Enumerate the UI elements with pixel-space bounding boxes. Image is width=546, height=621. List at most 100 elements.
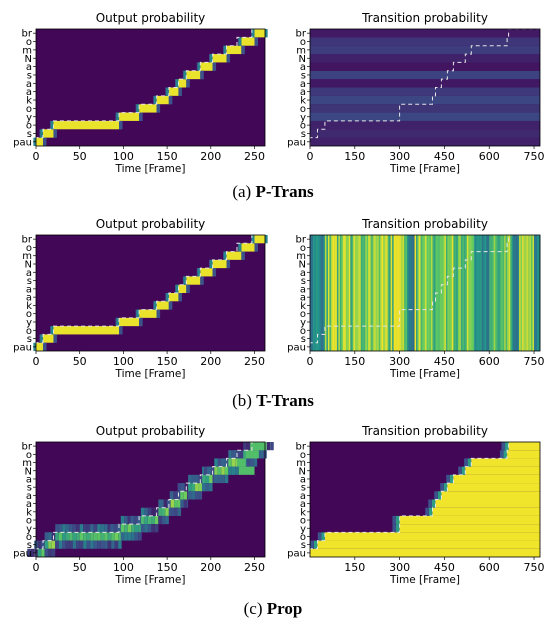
column-stripe xyxy=(312,235,315,351)
diffuse-cell xyxy=(154,515,159,525)
y-tick-label: y xyxy=(26,318,32,329)
stair-edge xyxy=(503,450,508,459)
column-stripe xyxy=(534,235,536,351)
diffuse-cell xyxy=(44,532,49,541)
diffuse-cell xyxy=(209,474,213,484)
column-stripe xyxy=(499,235,502,351)
column-stripe xyxy=(511,235,514,351)
column-stripe xyxy=(517,235,520,351)
x-tick-label: 200 xyxy=(200,561,221,574)
x-tick-label: 150 xyxy=(344,150,365,163)
x-tick-label: 0 xyxy=(33,150,40,163)
column-stripe xyxy=(480,235,483,351)
column-stripe xyxy=(360,235,363,351)
y-tick-label: a xyxy=(300,474,306,485)
column-stripe xyxy=(526,235,529,351)
column-stripe xyxy=(481,235,484,351)
diffuse-cell xyxy=(198,483,203,492)
y-tick-label: a xyxy=(300,284,306,295)
highlight-spill xyxy=(42,137,47,146)
column-stripe xyxy=(310,235,312,351)
chart-b-right: Transition probabilitypausoyokaasaNmobr0… xyxy=(287,217,544,380)
diffuse-cell xyxy=(151,507,155,516)
highlight-cell xyxy=(36,137,43,146)
column-stripe xyxy=(465,235,468,351)
highlight-edge xyxy=(154,95,157,105)
diffuse-cell xyxy=(245,442,250,451)
column-stripe xyxy=(475,235,478,351)
column-stripe xyxy=(386,235,388,351)
y-tick-label: m xyxy=(296,45,306,56)
diffuse-spill xyxy=(55,540,59,549)
diffuse-spill xyxy=(93,524,98,533)
column-stripe xyxy=(505,235,508,351)
highlight-spill xyxy=(139,112,143,121)
diffuse-spill xyxy=(76,524,80,533)
diffuse-cell xyxy=(27,548,31,557)
column-stripe xyxy=(471,235,474,351)
y-tick-label: o xyxy=(26,450,32,461)
diffuse-cell xyxy=(58,532,63,541)
diffuse-cell xyxy=(154,507,159,516)
diffuse-cell xyxy=(69,532,73,541)
diffuse-spill xyxy=(177,507,182,516)
x-axis-label: Time [Frame] xyxy=(115,163,186,175)
diffuse-cell xyxy=(174,499,178,508)
highlight-spill xyxy=(168,301,173,310)
column-stripe xyxy=(439,235,442,351)
row-band xyxy=(310,45,540,55)
x-tick-label: 250 xyxy=(244,355,265,368)
column-stripe xyxy=(427,235,430,351)
y-tick-label: o xyxy=(26,243,32,254)
alignment-path xyxy=(309,28,540,146)
column-stripe xyxy=(508,235,511,351)
column-stripe xyxy=(531,235,533,351)
column-stripe xyxy=(392,235,394,351)
heatmap-cells xyxy=(33,29,268,146)
column-stripe xyxy=(338,235,341,351)
y-tick-label: k xyxy=(300,301,306,312)
highlight-edge xyxy=(166,293,169,302)
y-tick-label: o xyxy=(300,516,306,527)
row-band xyxy=(310,54,540,63)
diffuse-spill xyxy=(62,540,66,549)
column-stripe xyxy=(330,235,333,351)
diffuse-spill xyxy=(235,466,239,475)
y-tick-label: s xyxy=(301,70,306,81)
stair-fill xyxy=(317,540,540,549)
diffuse-cell xyxy=(195,483,199,492)
row-band xyxy=(310,70,540,80)
highlight-spill xyxy=(168,95,173,105)
highlight-cell xyxy=(200,268,213,277)
diffuse-spill xyxy=(188,491,192,500)
column-stripe xyxy=(478,235,481,351)
alignment-path xyxy=(309,234,540,351)
column-stripe xyxy=(468,235,471,351)
diffuse-spill xyxy=(58,540,63,549)
diffuse-cell xyxy=(203,466,208,475)
column-stripe xyxy=(456,235,459,351)
diffuse-cell xyxy=(114,532,119,541)
x-axis-label: Time [Frame] xyxy=(115,574,186,586)
highlight-edge xyxy=(265,235,268,244)
highlight-edge xyxy=(197,268,201,277)
highlight-cell xyxy=(139,104,157,113)
y-tick-label: a xyxy=(26,62,32,73)
highlight-cell xyxy=(42,129,54,138)
column-stripe xyxy=(516,235,518,351)
diffuse-spill xyxy=(154,524,159,533)
x-tick-label: 250 xyxy=(244,561,265,574)
column-stripe xyxy=(453,235,456,351)
column-stripe xyxy=(357,235,360,351)
column-stripe xyxy=(413,235,415,351)
column-stripe xyxy=(363,235,366,351)
highlight-cell xyxy=(156,95,169,105)
diffuse-spill xyxy=(107,524,112,533)
stair-edge xyxy=(431,499,436,508)
stair-fill xyxy=(507,450,540,459)
column-stripe xyxy=(378,235,381,351)
diffuse-cell xyxy=(177,483,182,492)
row-band xyxy=(310,87,540,96)
diffuse-spill xyxy=(79,524,84,533)
highlight-cell xyxy=(178,79,187,88)
